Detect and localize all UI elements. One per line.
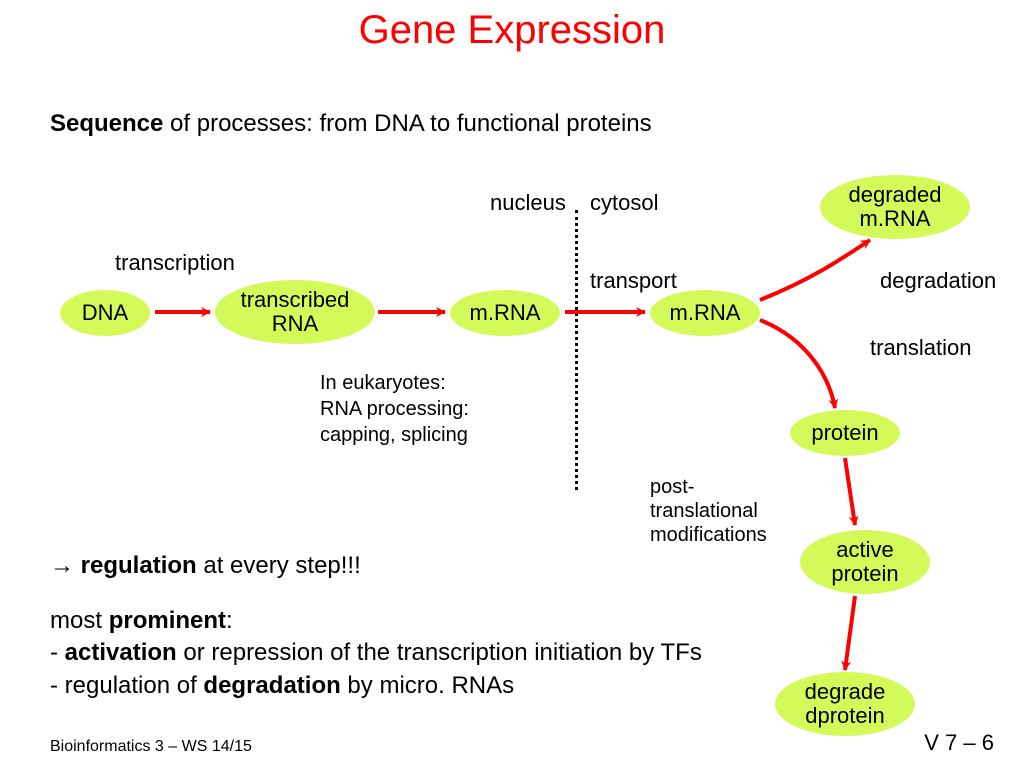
regulation-line: → regulation at every step!!! — [50, 552, 361, 580]
label-cytosol: cytosol — [590, 190, 658, 216]
node-transcribed-rna: transcribed RNA — [215, 280, 375, 344]
node-protein: protein — [790, 410, 900, 456]
prominent-l2b: activation — [65, 639, 177, 666]
prominent-l2c: or repression of the transcription initi… — [177, 639, 702, 666]
arrow-protein-active — [845, 458, 855, 525]
node-degraded-protein: degrade dprotein — [775, 672, 915, 736]
prominent-block: most prominent: - activation or repressi… — [50, 605, 702, 702]
node-mrna1: m.RNA — [450, 290, 560, 336]
page-title: Gene Expression — [0, 8, 1024, 53]
prominent-l3b: degradation — [203, 672, 340, 699]
prominent-l3a: - regulation of — [50, 672, 203, 699]
label-ptm: post- translational modifications — [650, 475, 767, 547]
prominent-l1a: most — [50, 607, 109, 634]
footer-left: Bioinformatics 3 – WS 14/15 — [50, 738, 252, 756]
label-transport: transport — [590, 268, 677, 294]
label-degradation: degradation — [880, 268, 996, 294]
subtitle-bold: Sequence — [50, 110, 163, 137]
label-translation: translation — [870, 335, 972, 361]
label-eukaryotes: In eukaryotes: RNA processing: capping, … — [320, 370, 469, 448]
label-transcription: transcription — [115, 250, 235, 276]
subtitle: Sequence of processes: from DNA to funct… — [50, 110, 652, 138]
node-degraded-mrna: degraded m.RNA — [820, 175, 970, 239]
compartment-divider — [575, 210, 578, 490]
arrow-active-degraded — [845, 596, 855, 670]
prominent-l2a: - — [50, 639, 65, 666]
subtitle-rest: of processes: from DNA to functional pro… — [163, 110, 651, 137]
regulation-bold: regulation — [81, 552, 197, 579]
prominent-l3c: by micro. RNAs — [341, 672, 514, 699]
arrow-mrna2-protein — [760, 320, 835, 408]
prominent-l1b: prominent — [109, 607, 226, 634]
node-active-protein: active protein — [800, 530, 930, 594]
footer-right: V 7 – 6 — [924, 730, 994, 756]
node-dna: DNA — [60, 290, 150, 336]
prominent-l1c: : — [226, 607, 233, 634]
label-nucleus: nucleus — [490, 190, 566, 216]
node-mrna2: m.RNA — [650, 290, 760, 336]
arrow-mrna2-degraded — [760, 240, 870, 300]
